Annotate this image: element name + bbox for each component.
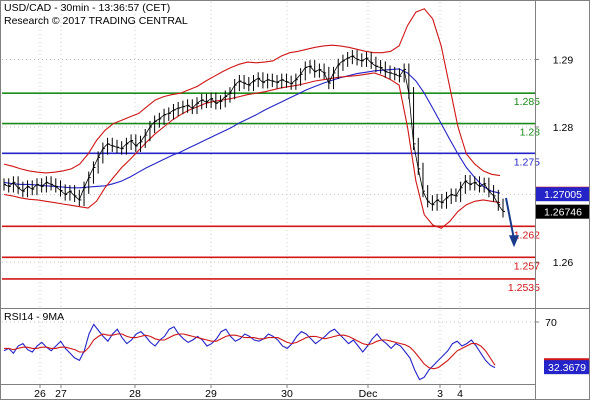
rsi-badge xyxy=(544,360,590,375)
level-label: 1.275 xyxy=(514,156,540,168)
rsi-title: RSI14 - 9MA xyxy=(4,311,64,323)
price-y-tick-label: 1.29 xyxy=(553,54,574,66)
x-tick-label: 26 xyxy=(34,388,46,400)
level-label: 1.285 xyxy=(514,96,540,108)
x-tick-label: Dec xyxy=(359,388,378,400)
x-tick-label: 27 xyxy=(55,388,67,400)
x-tick-label: 29 xyxy=(205,388,217,400)
series-bollinger-lower xyxy=(3,72,501,229)
rsi-badge-label: 32.3679 xyxy=(548,362,586,374)
x-tick-label: 4 xyxy=(457,388,463,400)
research-credit: Research © 2017 TRADING CENTRAL xyxy=(4,15,188,27)
price-badge xyxy=(536,187,590,202)
forecast-arrow-head xyxy=(509,235,519,248)
price-y-tick-label: 1.26 xyxy=(553,257,574,269)
level-label: 1.2535 xyxy=(508,282,540,294)
series-bollinger-upper xyxy=(3,8,501,177)
level-label: 1.262 xyxy=(514,229,540,241)
level-label: 1.257 xyxy=(514,260,540,272)
series-rsi xyxy=(3,323,496,381)
rsi-y-tick-label: 70 xyxy=(545,317,557,329)
level-label: 1.28 xyxy=(520,127,541,139)
x-tick-label: 30 xyxy=(281,388,293,400)
chart-title: USD/CAD - 30min - 13:36:57 (CET) xyxy=(4,2,170,14)
series-rsi-ma xyxy=(4,333,496,370)
series-close xyxy=(3,55,504,212)
x-tick-label: 28 xyxy=(129,388,141,400)
price-badge xyxy=(536,204,590,219)
series-moving-average xyxy=(3,68,501,194)
price-badge-label: 1.26746 xyxy=(544,207,582,219)
x-tick-label: 3 xyxy=(437,388,443,400)
forecast-arrow xyxy=(505,197,515,240)
price-y-tick-label: 1.28 xyxy=(553,122,574,134)
price-badge-label: 1.27005 xyxy=(544,189,582,201)
